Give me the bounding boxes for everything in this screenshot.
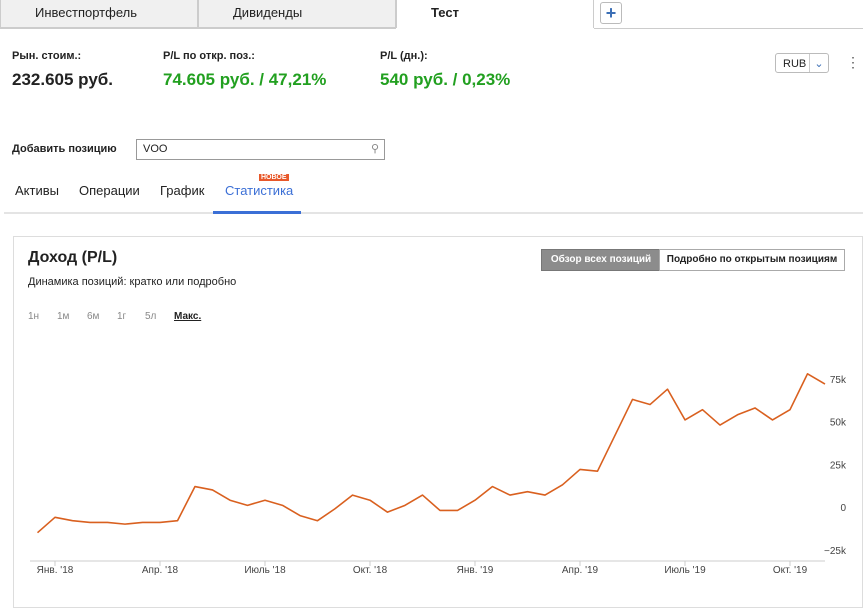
menu[interactable]: ⋮ xyxy=(846,54,860,70)
add-tab[interactable]: + xyxy=(600,2,622,24)
nav-underline xyxy=(213,211,301,214)
summary-label: P/L по откр. поз.: xyxy=(163,50,255,62)
range[interactable]: 5л xyxy=(145,311,157,322)
chart-subtitle: Динамика позиций: кратко или подробно xyxy=(28,276,237,288)
x-tick-label: Июль '18 xyxy=(244,565,286,576)
y-tick-label: −25k xyxy=(824,546,847,557)
range[interactable]: 1н xyxy=(28,311,40,322)
nav-item[interactable]: Операции xyxy=(79,183,140,198)
nav-item[interactable]: Активы xyxy=(15,183,59,198)
line xyxy=(36,372,826,534)
x-tick-label: Окт. '18 xyxy=(353,565,388,576)
y-tick-label: 0 xyxy=(840,503,846,514)
chart: −25k 0 25k 50k 75k Янв. '18 Апр. '18 Июль '18 Ок… xyxy=(30,372,847,576)
range[interactable]: 1м xyxy=(57,311,70,322)
tab-active[interactable]: Тест xyxy=(396,0,594,28)
x-tick-label: Апр. '18 xyxy=(142,565,179,576)
summary-label: P/L (дн.): xyxy=(380,50,428,62)
x-tick-label: Окт. '19 xyxy=(773,565,808,576)
nav-item[interactable]: График xyxy=(160,183,205,198)
range[interactable]: 1г xyxy=(117,311,127,322)
currency: RUB xyxy=(783,58,807,70)
y-tick-label: 50k xyxy=(830,418,847,429)
badge: НОВОЕ xyxy=(259,174,289,181)
range-active[interactable]: Макс. xyxy=(174,311,202,322)
toggle[interactable]: Подробно по открытым позициям xyxy=(659,249,845,271)
divider xyxy=(0,28,396,29)
tab[interactable]: Дивиденды xyxy=(198,0,396,28)
range[interactable]: 6м xyxy=(87,311,100,322)
chart-title: Доход (P/L) xyxy=(28,249,118,266)
input-value: VOO xyxy=(143,143,168,155)
summary-label: Рын. стоим.: xyxy=(12,50,82,62)
x-tick-label: Янв. '18 xyxy=(37,565,74,576)
x-tick-label: Апр. '19 xyxy=(562,565,599,576)
currency-select[interactable]: RUB ⌄ xyxy=(775,53,829,73)
nav-item-active[interactable]: Статистика xyxy=(225,183,294,198)
search-input[interactable]: VOO ⚲ xyxy=(136,139,385,160)
x-tick-label: Июль '19 xyxy=(664,565,706,576)
divider xyxy=(594,28,863,29)
y-tick-label: 75k xyxy=(830,375,847,386)
add-label: Добавить позицию xyxy=(12,143,117,155)
summary-value: 232.605 руб. xyxy=(12,70,114,89)
summary-value: 74.605 руб. / 47,21% xyxy=(163,70,327,89)
divider xyxy=(4,212,863,214)
x-tick-label: Янв. '19 xyxy=(457,565,494,576)
summary-value: 540 руб. / 0,23% xyxy=(380,70,511,89)
y-tick-label: 25k xyxy=(830,460,847,471)
tab[interactable]: Инвестпортфель xyxy=(0,0,198,28)
